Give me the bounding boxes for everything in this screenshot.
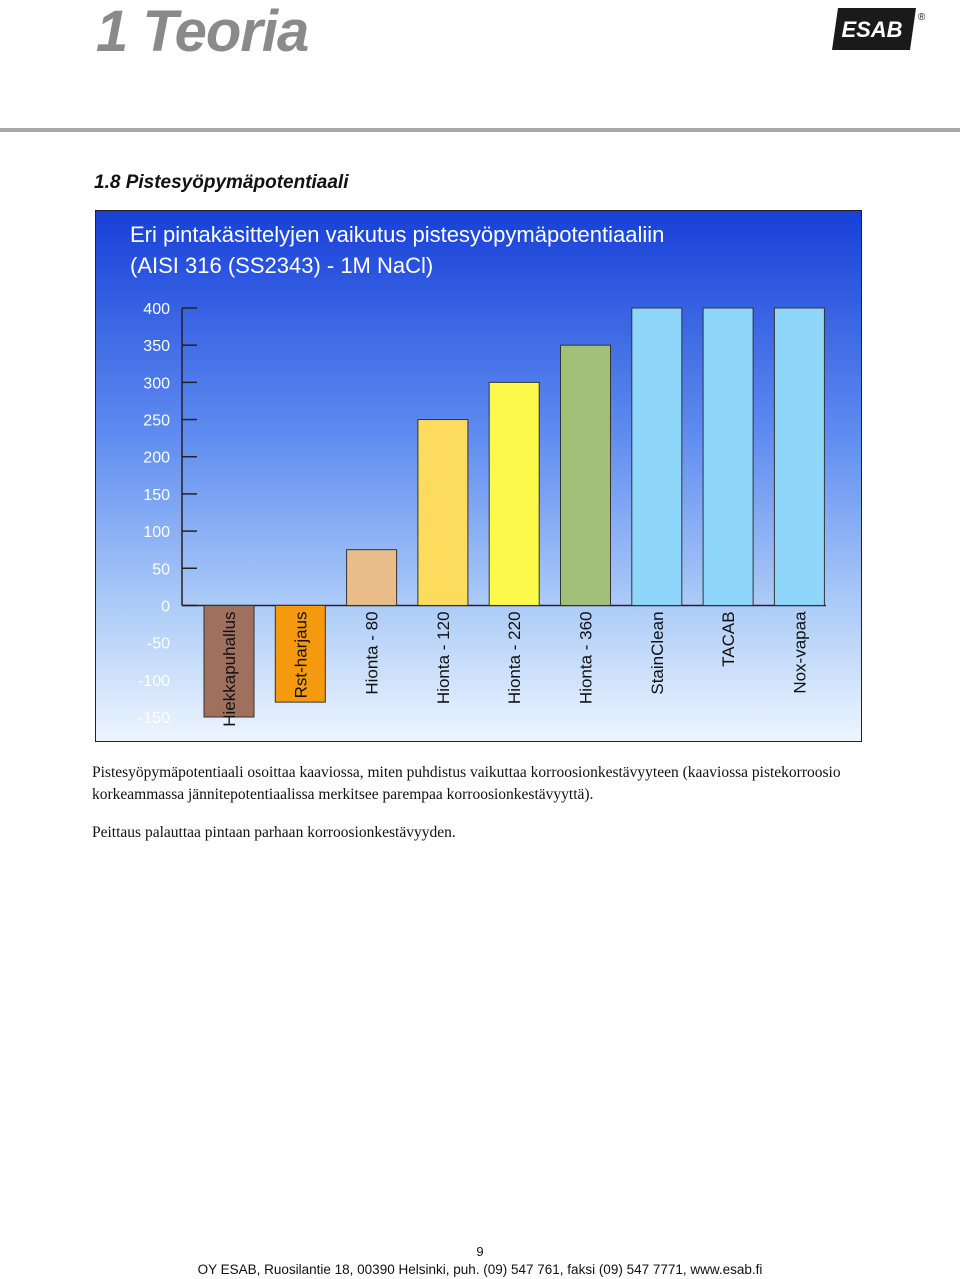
y-tick-label: 100 [143, 524, 170, 541]
chart-title-line2: (AISI 316 (SS2343) - 1M NaCl) [130, 253, 433, 278]
bar [560, 344, 611, 606]
bar [773, 307, 825, 606]
category-label: Hionta - 220 [505, 611, 524, 704]
y-tick-label: 200 [143, 450, 170, 467]
page-number: 9 [476, 1244, 484, 1259]
logo-background [832, 8, 916, 50]
y-tick-label: 300 [143, 375, 170, 392]
bar [346, 549, 398, 606]
bar [631, 307, 683, 606]
category-label: Hiekkapuhallus [220, 611, 239, 726]
y-axis: 400 350 300 250 200 150 100 50 0 -50 -100 -150 [138, 301, 826, 727]
paragraph-1: Pistesyöpymäpotentiaali osoittaa kaavios… [92, 764, 841, 803]
category-label: Hionta - 120 [434, 611, 453, 704]
registered-mark: ® [918, 12, 926, 23]
y-tick-label: -100 [138, 673, 170, 690]
logo-text: ESAB [841, 17, 902, 42]
y-tick-label: -50 [147, 636, 170, 653]
bar [417, 419, 469, 606]
footer-address: OY ESAB, Ruosilantie 18, 00390 Helsinki,… [197, 1262, 763, 1277]
y-tick-label: 250 [143, 413, 170, 430]
bars: Hiekkapuhallus Rst-harjaus Hionta - 80 Hion… [203, 307, 825, 727]
bar [203, 604, 255, 718]
y-tick-label: 350 [143, 338, 170, 355]
category-label: Nox-vapaa [790, 611, 809, 694]
bar-chart: Eri pintakäsittelyjen vaikutus pistesyöp… [95, 210, 862, 742]
section-title: 1.8 Pistesyöpymäpotentiaali [94, 172, 349, 193]
bar [702, 307, 754, 606]
bar [274, 604, 326, 703]
y-tick-label: 400 [143, 301, 170, 318]
body-text: Pistesyöpymäpotentiaali osoittaa kaavios… [92, 762, 872, 860]
chart-canvas: Eri pintakäsittelyjen vaikutus pistesyöp… [96, 211, 861, 741]
bar [488, 381, 540, 606]
category-label: Rst-harjaus [291, 611, 310, 698]
y-tick-label: -150 [138, 710, 170, 727]
page-header-title: 1 Teoria [96, 0, 309, 64]
paragraph-2: Peittaus palauttaa pintaan parhaan korro… [92, 824, 456, 841]
y-tick-label: 0 [161, 598, 170, 615]
category-label: Hionta - 80 [363, 611, 382, 694]
header-divider [0, 128, 960, 132]
y-tick-label: 50 [152, 561, 170, 578]
esab-logo: ESAB [832, 8, 916, 50]
category-label: StainClean [648, 611, 667, 694]
category-label: TACAB [719, 611, 738, 666]
y-tick-label: 150 [143, 487, 170, 504]
category-label: Hionta - 360 [577, 611, 596, 704]
chart-title-line1: Eri pintakäsittelyjen vaikutus pistesyöp… [130, 222, 664, 247]
